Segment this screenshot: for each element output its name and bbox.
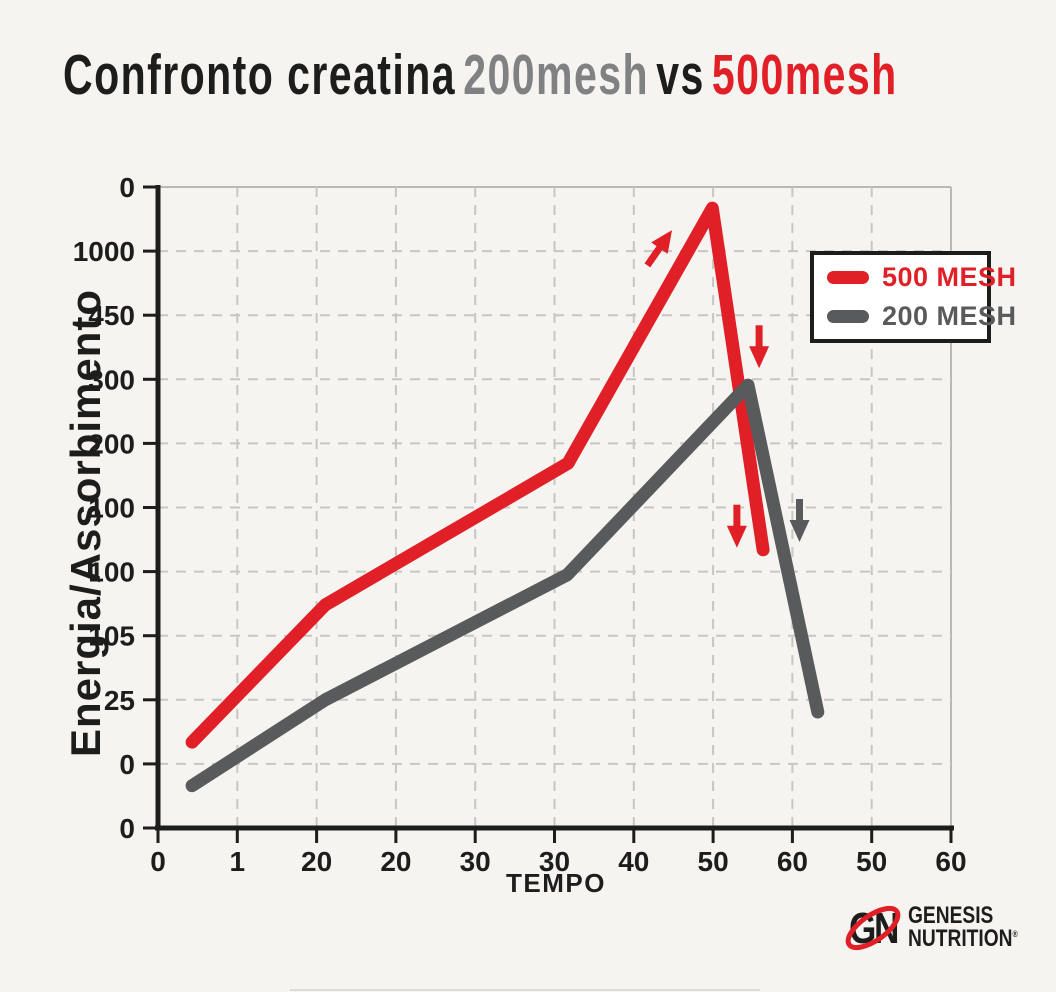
legend-swatch-500-mesh (827, 271, 869, 285)
series-line-500-mesh (185, 201, 770, 749)
x-tick-label: 30 (539, 846, 570, 877)
brand-name-line2-text: NUTRITION (908, 925, 1013, 952)
gn-monogram-icon: GN (845, 904, 901, 953)
brand-logo: GN GENESIS NUTRITION® (842, 897, 1045, 959)
x-tick-label: 30 (460, 846, 491, 877)
x-tick-label: 50 (856, 846, 887, 877)
registered-mark: ® (1012, 929, 1018, 939)
trend-arrow-down-icon (726, 504, 747, 548)
x-tick-label: 60 (777, 846, 808, 877)
brand-name: GENESIS NUTRITION® (908, 902, 1018, 952)
y-tick-label: 25 (104, 685, 135, 716)
legend-item-200-mesh: 200 MESH (827, 301, 1016, 332)
x-tick-label: 60 (935, 846, 966, 877)
y-tick-label: 100 (88, 557, 135, 588)
trend-arrow-down-icon (789, 499, 810, 542)
arrow-head (651, 230, 673, 254)
legend: 500 MESH 200 MESH (810, 251, 1016, 343)
title-text-main: Confronto creatina (63, 43, 457, 107)
x-tick-label: 0 (150, 846, 166, 877)
y-tick-label: 0 (119, 172, 135, 203)
title-text-vs: vs (656, 43, 705, 107)
brand-name-line1: GENESIS (908, 902, 994, 930)
page-title: Confronto creatina 200mesh vs 500mesh (63, 44, 905, 107)
legend-label-200-mesh: 200 MESH (882, 300, 1017, 331)
logo-orbit-swoosh (845, 905, 901, 951)
y-tick-label: 0 (119, 749, 135, 780)
y-tick-label: 200 (88, 428, 135, 459)
trend-arrow-down-icon (749, 325, 770, 369)
x-tick-label: 40 (618, 846, 649, 877)
x-tick-label: 50 (698, 846, 729, 877)
legend-item-500-mesh: 500 MESH (827, 262, 1016, 293)
x-tick-label: 20 (301, 846, 332, 877)
y-tick-label: 105 (88, 621, 135, 652)
bottom-edge-artifact (290, 989, 760, 991)
y-tick-label: 450 (88, 300, 135, 331)
trend-arrow-up-right-icon (644, 230, 673, 268)
x-tick-label: 1 (230, 846, 246, 877)
arrow-head (726, 525, 747, 548)
title-text-500mesh: 500mesh (711, 43, 898, 107)
legend-swatch-200-mesh (827, 309, 869, 323)
legend-label-500-mesh: 500 MESH (882, 262, 1017, 293)
arrow-shaft (644, 243, 665, 268)
arrow-head (789, 520, 810, 542)
arrow-head (749, 346, 770, 369)
x-tick-label: 20 (380, 846, 411, 877)
title-text-200mesh: 200mesh (463, 43, 649, 107)
y-tick-label: 100 (88, 493, 135, 524)
y-tick-label: 300 (88, 364, 135, 395)
brand-name-line2: NUTRITION® (908, 925, 1018, 952)
x-axis-title: TEMPO (506, 868, 606, 898)
y-tick-label: 0 (119, 813, 135, 844)
series-line-200-mesh (185, 378, 825, 793)
y-tick-label: 1000 (73, 236, 135, 267)
